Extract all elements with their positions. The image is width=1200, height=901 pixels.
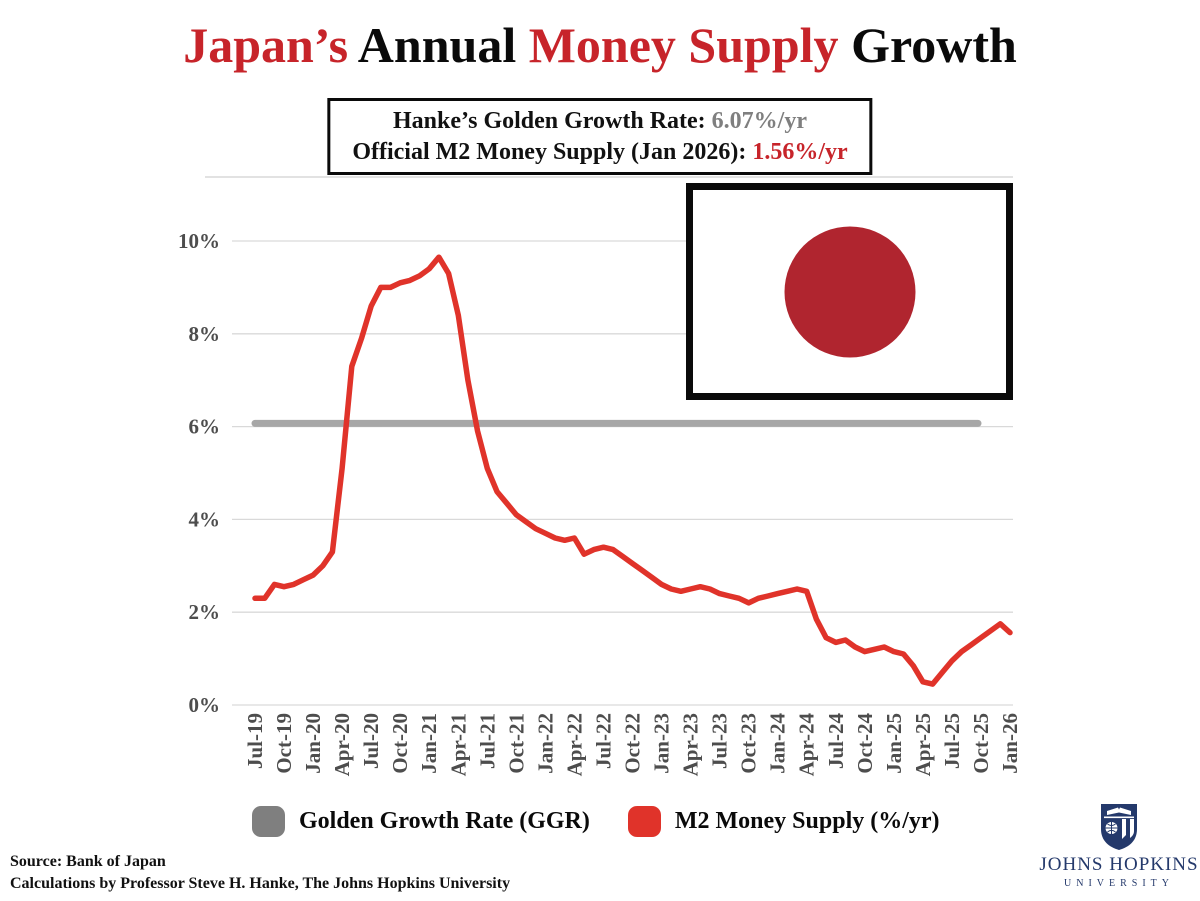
x-axis-label: Jul-19 [243,713,267,769]
m2-line [252,254,1013,687]
japan-flag-circle [784,226,915,357]
legend: Golden Growth Rate (GGR) M2 Money Supply… [252,806,940,837]
jhu-university-text: UNIVERSITY [1064,878,1174,889]
m2-value: 1.56%/yr [752,138,848,165]
x-axis-label: Jan-21 [417,713,441,774]
y-axis-label: 4% [189,507,221,531]
x-axis-label: Oct-23 [737,713,761,774]
legend-label-ggr: Golden Growth Rate (GGR) [299,808,590,834]
stats-box: Hanke’s Golden Growth Rate: 6.07%/yr Off… [327,98,873,176]
source-note: Source: Bank of Japan Calculations by Pr… [10,851,510,896]
x-axis-label: Jul-20 [359,713,383,769]
title-growth: Growth [838,17,1017,73]
title-japan: Japan’s [183,17,349,73]
x-axis-label: Jul-22 [592,713,616,769]
x-axis-label: Apr-21 [446,713,470,776]
title-annual: Annual [348,17,529,73]
x-axis-label: Jul-21 [475,713,499,769]
x-axis-label: Jul-25 [940,713,964,769]
x-axis-label: Apr-23 [679,713,703,776]
legend-swatch-m2 [627,806,661,837]
x-axis-label: Jul-24 [824,713,848,770]
m2-label: Official M2 Money Supply (Jan 2026): [352,138,753,165]
stats-line-ggr: Hanke’s Golden Growth Rate: 6.07%/yr [352,106,847,137]
x-axis-label: Jan-25 [882,713,906,774]
y-axis-label: 2% [189,600,221,624]
x-axis-label: Apr-25 [911,713,935,776]
source-line: Source: Bank of Japan [10,853,166,870]
x-axis-label: Jan-22 [533,713,557,774]
x-axis-label: Jan-20 [301,713,325,774]
title-money-supply: Money Supply [528,17,839,73]
legend-item-m2: M2 Money Supply (%/yr) [627,806,940,837]
x-axis-label: Oct-20 [388,713,412,774]
x-axis-label: Apr-22 [562,713,586,776]
legend-label-m2: M2 Money Supply (%/yr) [674,808,940,834]
x-axis-label: Jan-24 [766,713,790,774]
x-axis-label: Oct-19 [272,713,296,774]
x-axis-label: Oct-24 [853,713,877,774]
jhu-logo: JOHNS HOPKINS UNIVERSITY [1038,802,1200,889]
credits-line: Calculations by Professor Steve H. Hanke… [10,875,511,893]
jhu-wordmark: JOHNS HOPKINS [1039,854,1199,875]
x-axis-label: Jul-23 [708,713,732,769]
x-axis-label: Jan-23 [650,713,674,774]
legend-item-ggr: Golden Growth Rate (GGR) [252,806,590,837]
x-axis-label: Jan-26 [998,713,1022,774]
japan-flag [686,183,1013,400]
stats-line-m2: Official M2 Money Supply (Jan 2026): 1.5… [352,137,847,168]
y-axis-label: 0% [189,693,221,717]
y-axis-label: 6% [189,415,221,439]
x-axis-label: Oct-22 [621,713,645,774]
page-title: Japan’s Annual Money Supply Growth [0,16,1200,74]
y-axis-label: 10% [178,229,220,253]
jhu-shield-icon [1101,804,1137,850]
x-axis-label: Apr-24 [795,713,819,777]
legend-swatch-ggr [252,806,285,837]
x-axis-label: Oct-21 [504,713,528,774]
ggr-label: Hanke’s Golden Growth Rate: [392,108,712,134]
x-axis-label: Oct-25 [969,713,993,774]
ggr-value: 6.07%/yr [711,108,807,134]
y-axis-label: 8% [189,322,221,346]
x-axis-label: Apr-20 [330,713,354,776]
